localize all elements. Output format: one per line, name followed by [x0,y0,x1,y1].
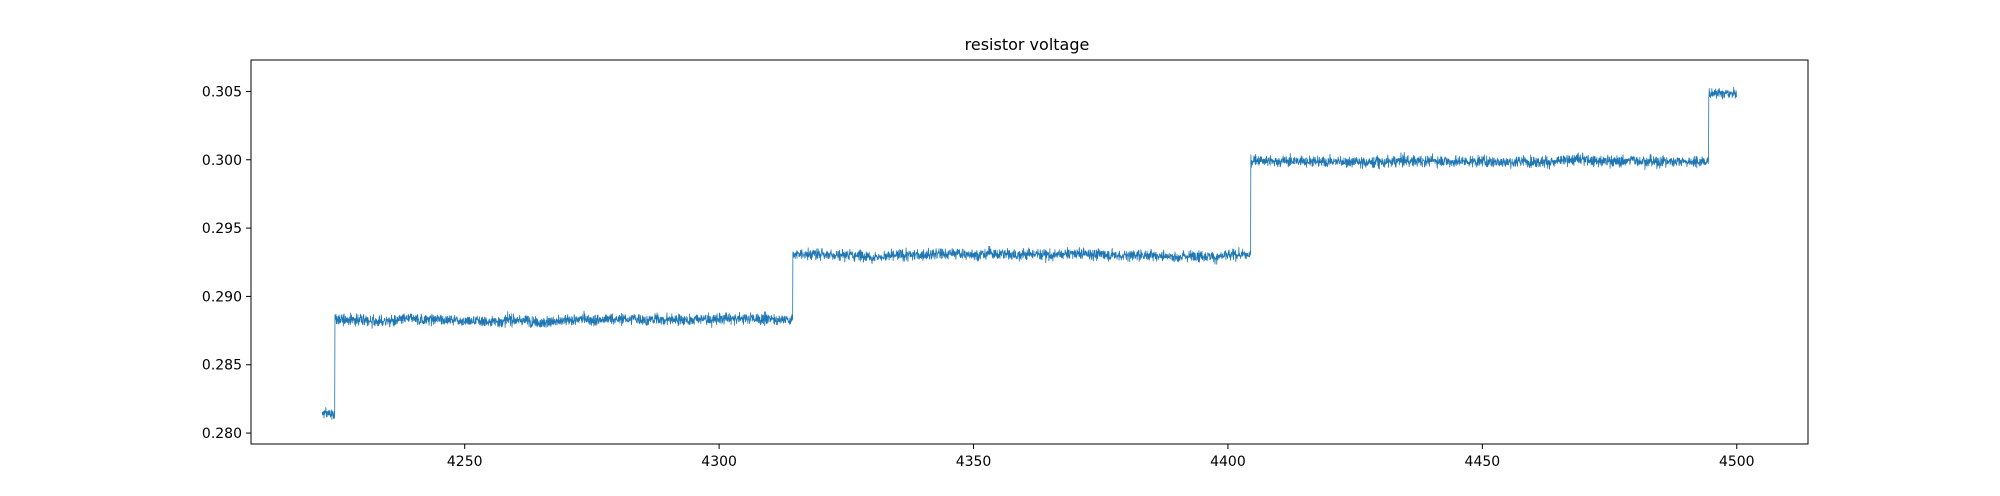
chart-title: resistor voltage [965,35,1090,54]
x-tick-label: 4450 [1465,454,1501,470]
x-tick-label: 4400 [1210,454,1246,470]
y-tick-label: 0.295 [202,221,242,237]
x-axis: 4250 4300 4350 4400 4450 4500 [447,444,1755,470]
x-tick-label: 4250 [447,454,483,470]
y-tick-label: 0.305 [202,84,242,100]
x-tick-label: 4500 [1719,454,1755,470]
y-axis: 0.280 0.285 0.290 0.295 0.300 0.305 [202,84,251,442]
y-tick-label: 0.300 [202,153,242,169]
y-tick-label: 0.290 [202,289,242,305]
x-tick-label: 4300 [701,454,737,470]
axes-frame [250,59,1809,445]
y-tick-label: 0.285 [202,358,242,374]
series-line [321,86,1737,420]
x-tick-label: 4350 [956,454,992,470]
plot-area [321,86,1737,420]
y-tick-label: 0.280 [202,426,242,442]
